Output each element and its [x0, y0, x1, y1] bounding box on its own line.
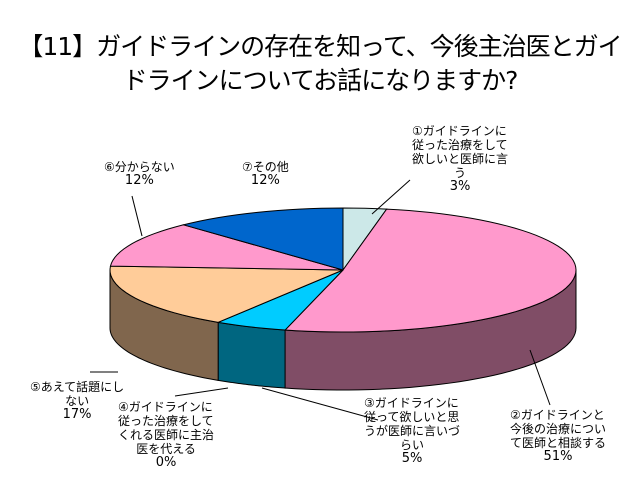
slice-label-3: ③ガイドラインに 従って欲しいと思 うが医師に言いづ らい 5%	[364, 396, 461, 466]
slice-label-4: ④ガイドラインに 従った治療をして くれる医師に主治 医を代える 0%	[118, 400, 215, 470]
slice-label-1: ①ガイドラインに 従った治療をして 欲しいと医師に言 う 3%	[412, 124, 509, 194]
pie-slice-6	[109, 224, 344, 271]
slice-label-2: ②ガイドラインと 今後の治療につい て医師と相談する 51%	[510, 408, 607, 464]
leader-line	[529, 349, 551, 406]
slice-percent-4: 0%	[155, 455, 177, 470]
slice-percent-1: 3%	[449, 179, 471, 194]
pie-sides	[109, 269, 577, 391]
pie-slice-2	[283, 208, 577, 333]
pie-slice-7	[181, 207, 344, 271]
slice-label-6: ⑥分からない 12%	[104, 160, 175, 188]
slice-percent-3: 5%	[401, 451, 423, 466]
chart-title: 【11】ガイドラインの存在を知って、今後主治医とガイ ドラインについてお話になり…	[0, 30, 640, 98]
leader-line	[131, 195, 143, 237]
chart-title-line-2: ドラインについてお話になりますか?	[122, 66, 519, 95]
slice-percent-2: 51%	[543, 449, 573, 464]
leader-lines	[90, 179, 551, 421]
leader-line	[174, 387, 229, 397]
pie-slice-3	[216, 269, 344, 331]
pie-slice-5	[109, 265, 344, 323]
slice-percent-5: 17%	[62, 407, 92, 422]
slice-label-7: ⑦その他 12%	[242, 160, 289, 188]
slice-label-5: ⑤あえて話題にし ない 17%	[30, 380, 125, 422]
chart-title-line-1: 【11】ガイドラインの存在を知って、今後主治医とガイ	[18, 32, 622, 61]
pie-side-3	[217, 321, 286, 389]
slice-percent-6: 12%	[124, 173, 154, 188]
leader-line	[371, 179, 411, 215]
leader-line	[261, 387, 379, 421]
slice-percent-7: 12%	[250, 173, 280, 188]
pie-top	[109, 207, 577, 333]
